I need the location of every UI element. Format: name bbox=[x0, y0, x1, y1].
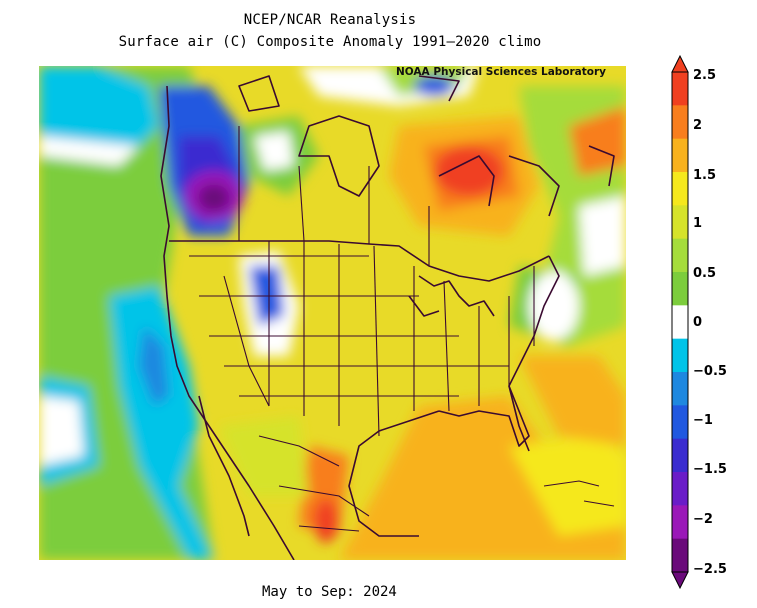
colorbar-tick-label: 2 bbox=[693, 118, 703, 133]
colorbar-segment bbox=[672, 138, 688, 173]
colorbar-segment bbox=[672, 405, 688, 440]
colorbar-segment bbox=[672, 305, 688, 340]
colorbar-frame bbox=[671, 71, 689, 573]
colorbar-tick-label: −2 bbox=[693, 512, 713, 527]
colorbar-tick-label: 1.5 bbox=[693, 168, 717, 183]
colorbar-tick-label: −1.5 bbox=[693, 462, 727, 477]
colorbar-segment bbox=[672, 238, 688, 273]
credit-label: NOAA Physical Sciences Laboratory bbox=[396, 66, 607, 78]
colorbar-segment bbox=[672, 372, 688, 406]
time-period-label: May to Sep: 2024 bbox=[262, 584, 397, 600]
colorbar-max-arrow bbox=[671, 54, 689, 73]
colorbar-segment bbox=[672, 505, 688, 540]
colorbar-segment bbox=[672, 172, 688, 206]
chart-subtitle: Surface air (C) Composite Anomaly 1991–2… bbox=[118, 34, 542, 50]
colorbar-tick-label: 2.5 bbox=[693, 68, 717, 83]
colorbar-tick-label: 1 bbox=[693, 216, 703, 231]
colorbar-segment bbox=[672, 205, 688, 240]
colorbar-tick-label: −0.5 bbox=[693, 364, 727, 379]
colorbar-segment bbox=[672, 272, 688, 306]
colorbar-segment bbox=[672, 472, 688, 506]
colorbar-segment bbox=[672, 105, 688, 140]
colorbar-tick-label: 0.5 bbox=[693, 266, 717, 281]
colorbar-tick-label: 0 bbox=[693, 315, 703, 330]
colorbar-tick-label: −2.5 bbox=[693, 562, 727, 577]
anomaly-map bbox=[39, 66, 626, 560]
colorbar-min-arrow bbox=[671, 571, 689, 590]
colorbar-tick-label: −1 bbox=[693, 413, 713, 428]
colorbar-segment bbox=[672, 438, 688, 473]
chart-title: NCEP/NCAR Reanalysis bbox=[243, 12, 417, 28]
colorbar-segment bbox=[672, 538, 688, 573]
colorbar-segment bbox=[672, 72, 688, 106]
colorbar-segment bbox=[672, 338, 688, 373]
